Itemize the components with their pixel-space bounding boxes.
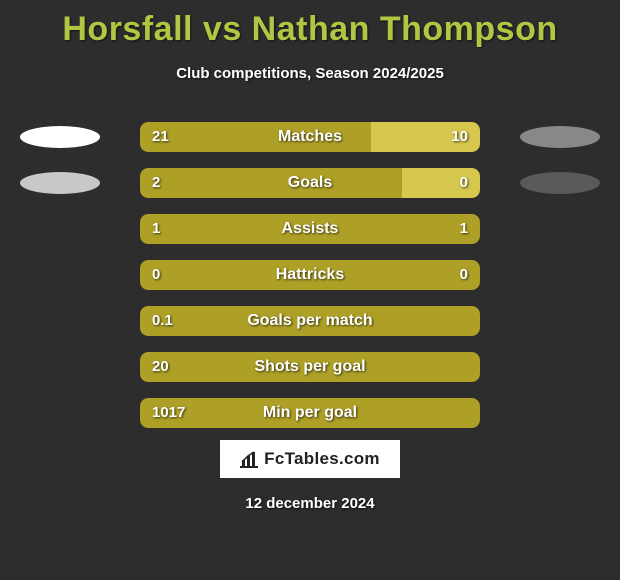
stat-row: 2110Matches	[0, 122, 620, 152]
stat-label: Matches	[140, 122, 480, 152]
stat-row: 1017Min per goal	[0, 398, 620, 428]
bar-track: 00Hattricks	[140, 260, 480, 290]
brand-logo: FcTables.com	[220, 440, 400, 478]
stat-row: 00Hattricks	[0, 260, 620, 290]
stat-label: Hattricks	[140, 260, 480, 290]
team-logo-right	[520, 172, 600, 194]
brand-text: FcTables.com	[264, 449, 380, 469]
bar-track: 0.1Goals per match	[140, 306, 480, 336]
team-logo-left	[20, 126, 100, 148]
bar-track: 20Goals	[140, 168, 480, 198]
bar-track: 20Shots per goal	[140, 352, 480, 382]
bar-track: 1017Min per goal	[140, 398, 480, 428]
comparison-chart: 2110Matches 20Goals 11Assists 00Hattricks 0.…	[0, 122, 620, 428]
subtitle: Club competitions, Season 2024/2025	[0, 65, 620, 82]
stat-label: Goals per match	[140, 306, 480, 336]
bar-track: 11Assists	[140, 214, 480, 244]
team-logo-right	[520, 126, 600, 148]
page-title: Horsfall vs Nathan Thompson	[0, 0, 620, 49]
bar-track: 2110Matches	[140, 122, 480, 152]
stat-row: 11Assists	[0, 214, 620, 244]
date-text: 12 december 2024	[0, 495, 620, 512]
stat-label: Shots per goal	[140, 352, 480, 382]
stat-label: Min per goal	[140, 398, 480, 428]
stat-label: Goals	[140, 168, 480, 198]
stat-label: Assists	[140, 214, 480, 244]
stat-row: 0.1Goals per match	[0, 306, 620, 336]
stat-row: 20Goals	[0, 168, 620, 198]
chart-icon	[240, 450, 258, 468]
stat-row: 20Shots per goal	[0, 352, 620, 382]
team-logo-left	[20, 172, 100, 194]
